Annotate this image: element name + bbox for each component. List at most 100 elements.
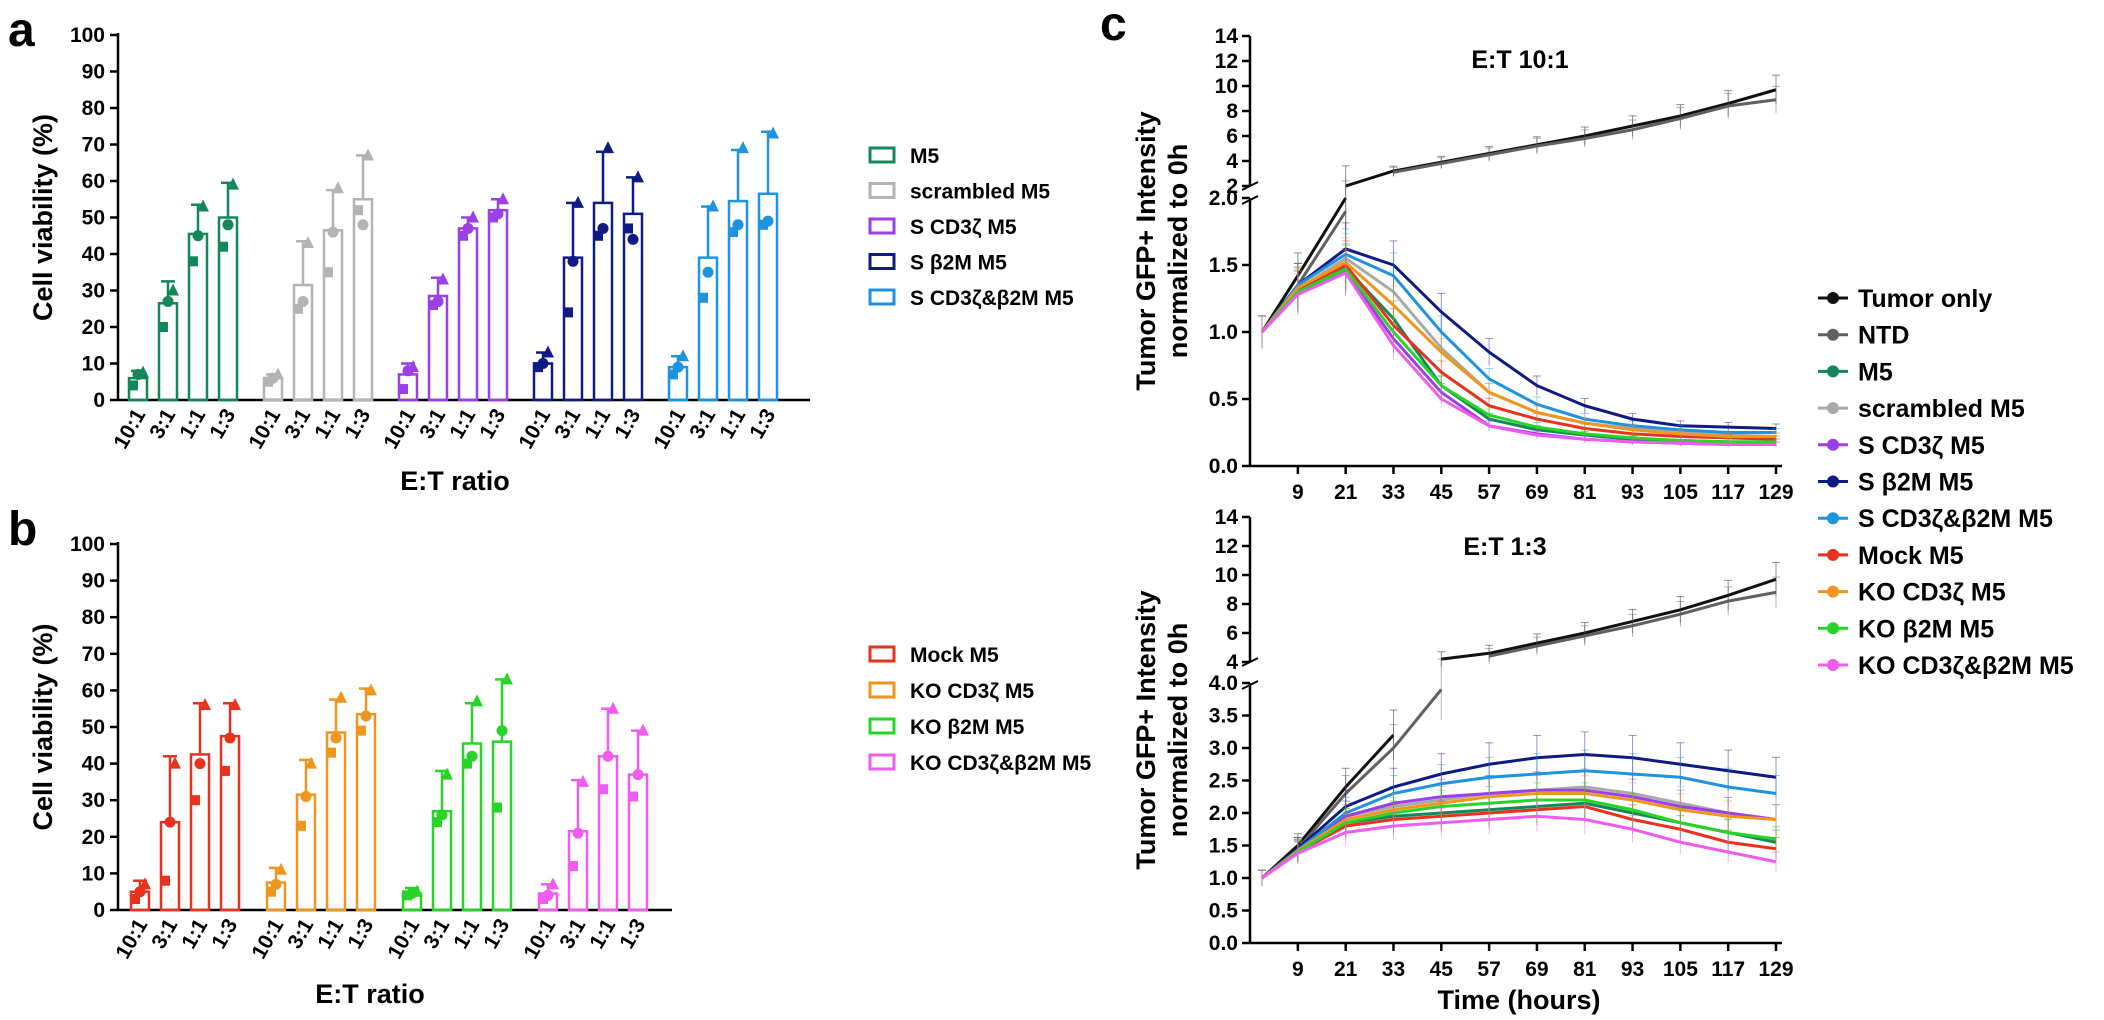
replicate-triangle bbox=[407, 360, 419, 373]
legend-marker bbox=[1827, 548, 1839, 561]
y-tick-label: 80 bbox=[82, 97, 105, 120]
replicate-triangle bbox=[607, 701, 619, 714]
replicate-square bbox=[218, 241, 228, 252]
legend-label: S CD3ζ M5 bbox=[1858, 432, 1985, 460]
x-tick-label: 10:1 bbox=[247, 915, 288, 963]
replicate-circle bbox=[300, 791, 312, 803]
series-line-lower bbox=[1261, 804, 1777, 880]
replicate-triangle bbox=[197, 199, 209, 212]
replicate-circle bbox=[496, 725, 508, 737]
legend-swatch bbox=[868, 288, 896, 306]
replicate-circle bbox=[357, 219, 369, 231]
x-tick-label: 1:3 bbox=[475, 405, 510, 443]
x-tick-label: 105 bbox=[1663, 481, 1698, 504]
replicate-square bbox=[293, 303, 303, 314]
series-line-lower bbox=[1261, 801, 1777, 880]
replicate-circle bbox=[632, 769, 644, 781]
replicate-triangle bbox=[167, 283, 179, 296]
y-tick-label: 8 bbox=[1226, 100, 1238, 123]
replicate-square bbox=[533, 362, 543, 373]
replicate-square bbox=[353, 205, 363, 216]
replicate-circle bbox=[330, 732, 342, 744]
legend-label: Mock M5 bbox=[910, 644, 999, 667]
replicate-circle bbox=[537, 358, 549, 369]
y-tick-label: 3.5 bbox=[1209, 705, 1239, 728]
replicate-circle bbox=[567, 255, 579, 267]
y-tick-label: 20 bbox=[82, 826, 105, 849]
replicate-square bbox=[398, 384, 408, 395]
replicate-circle bbox=[572, 827, 584, 839]
legend-label: S β2M M5 bbox=[910, 252, 1007, 275]
panel-label-a: a bbox=[8, 4, 35, 57]
series-line-upper bbox=[1345, 88, 1777, 188]
replicate-triangle bbox=[137, 365, 149, 378]
y-tick-label: 6 bbox=[1226, 125, 1238, 148]
y-tick-label: 2 bbox=[1226, 175, 1238, 198]
legend-marker bbox=[1827, 365, 1839, 378]
replicate-triangle bbox=[637, 723, 649, 736]
replicate-square bbox=[160, 875, 170, 886]
x-tick-label: 21 bbox=[1334, 958, 1358, 981]
bar bbox=[189, 753, 211, 912]
series-line-upper bbox=[1441, 577, 1777, 661]
replicate-circle bbox=[702, 266, 714, 278]
y-axis-title: Cell viability (%) bbox=[28, 623, 58, 830]
series-line-upper bbox=[1488, 590, 1777, 658]
replicate-square bbox=[593, 230, 603, 241]
legend-marker bbox=[1827, 512, 1839, 525]
y-tick-label: 14 bbox=[1215, 25, 1239, 48]
replicate-square bbox=[758, 219, 768, 230]
legend-label: scrambled M5 bbox=[1858, 395, 2025, 423]
replicate-triangle bbox=[467, 210, 479, 223]
x-tick-label: 93 bbox=[1621, 958, 1644, 981]
x-tick-label: 1:3 bbox=[343, 915, 378, 953]
x-tick-label: 1:3 bbox=[205, 405, 240, 443]
replicate-triangle bbox=[199, 698, 211, 711]
legend-label: S CD3ζ&β2M M5 bbox=[1858, 505, 2053, 533]
replicate-square bbox=[623, 223, 633, 234]
bar bbox=[457, 227, 479, 402]
replicate-triangle bbox=[572, 195, 584, 208]
series-line-upper bbox=[1393, 98, 1777, 174]
replicate-square bbox=[563, 307, 573, 318]
legend-marker bbox=[1827, 475, 1839, 488]
legend-label: M5 bbox=[910, 145, 939, 168]
replicate-circle bbox=[432, 295, 444, 307]
series-line-lower bbox=[1260, 252, 1776, 434]
y-tick-label: 100 bbox=[70, 24, 105, 47]
series-line-lower bbox=[1260, 733, 1395, 880]
x-tick-label: 1:3 bbox=[479, 915, 514, 953]
replicate-square bbox=[668, 369, 678, 380]
bar bbox=[295, 793, 317, 912]
replicate-circle bbox=[762, 215, 774, 227]
x-tick-label: 10:1 bbox=[649, 405, 690, 453]
x-tick-label: 33 bbox=[1382, 958, 1405, 981]
legend-label: S CD3ζ&β2M M5 bbox=[910, 287, 1074, 310]
replicate-circle bbox=[542, 889, 554, 901]
y-tick-label: 2.0 bbox=[1209, 802, 1238, 825]
replicate-circle bbox=[270, 878, 282, 890]
y-tick-label: 70 bbox=[82, 643, 105, 666]
replicate-circle bbox=[224, 732, 236, 744]
axis-break bbox=[1241, 195, 1259, 205]
y-tick-label: 4 bbox=[1226, 651, 1238, 674]
y-tick-label: 14 bbox=[1215, 506, 1239, 529]
legend-label: M5 bbox=[1858, 358, 1893, 386]
replicate-square bbox=[628, 791, 638, 802]
y-tick-label: 0.5 bbox=[1209, 900, 1239, 923]
replicate-triangle bbox=[441, 767, 453, 780]
x-tick-label: 1:1 bbox=[449, 915, 484, 953]
replicate-square bbox=[188, 256, 198, 267]
x-tick-label: 1:1 bbox=[313, 915, 348, 953]
series-line-lower bbox=[1260, 263, 1777, 441]
bar bbox=[487, 208, 509, 402]
replicate-triangle bbox=[677, 349, 689, 362]
replicate-triangle bbox=[227, 177, 239, 190]
x-tick-label: 1:3 bbox=[745, 405, 780, 443]
series-line-lower bbox=[1261, 814, 1777, 880]
legend-label: KO CD3ζ M5 bbox=[910, 680, 1034, 703]
panel-label-b: b bbox=[8, 503, 37, 556]
replicate-triangle bbox=[471, 694, 483, 707]
replicate-square bbox=[220, 765, 230, 776]
x-tick-label: 1:1 bbox=[715, 405, 750, 443]
